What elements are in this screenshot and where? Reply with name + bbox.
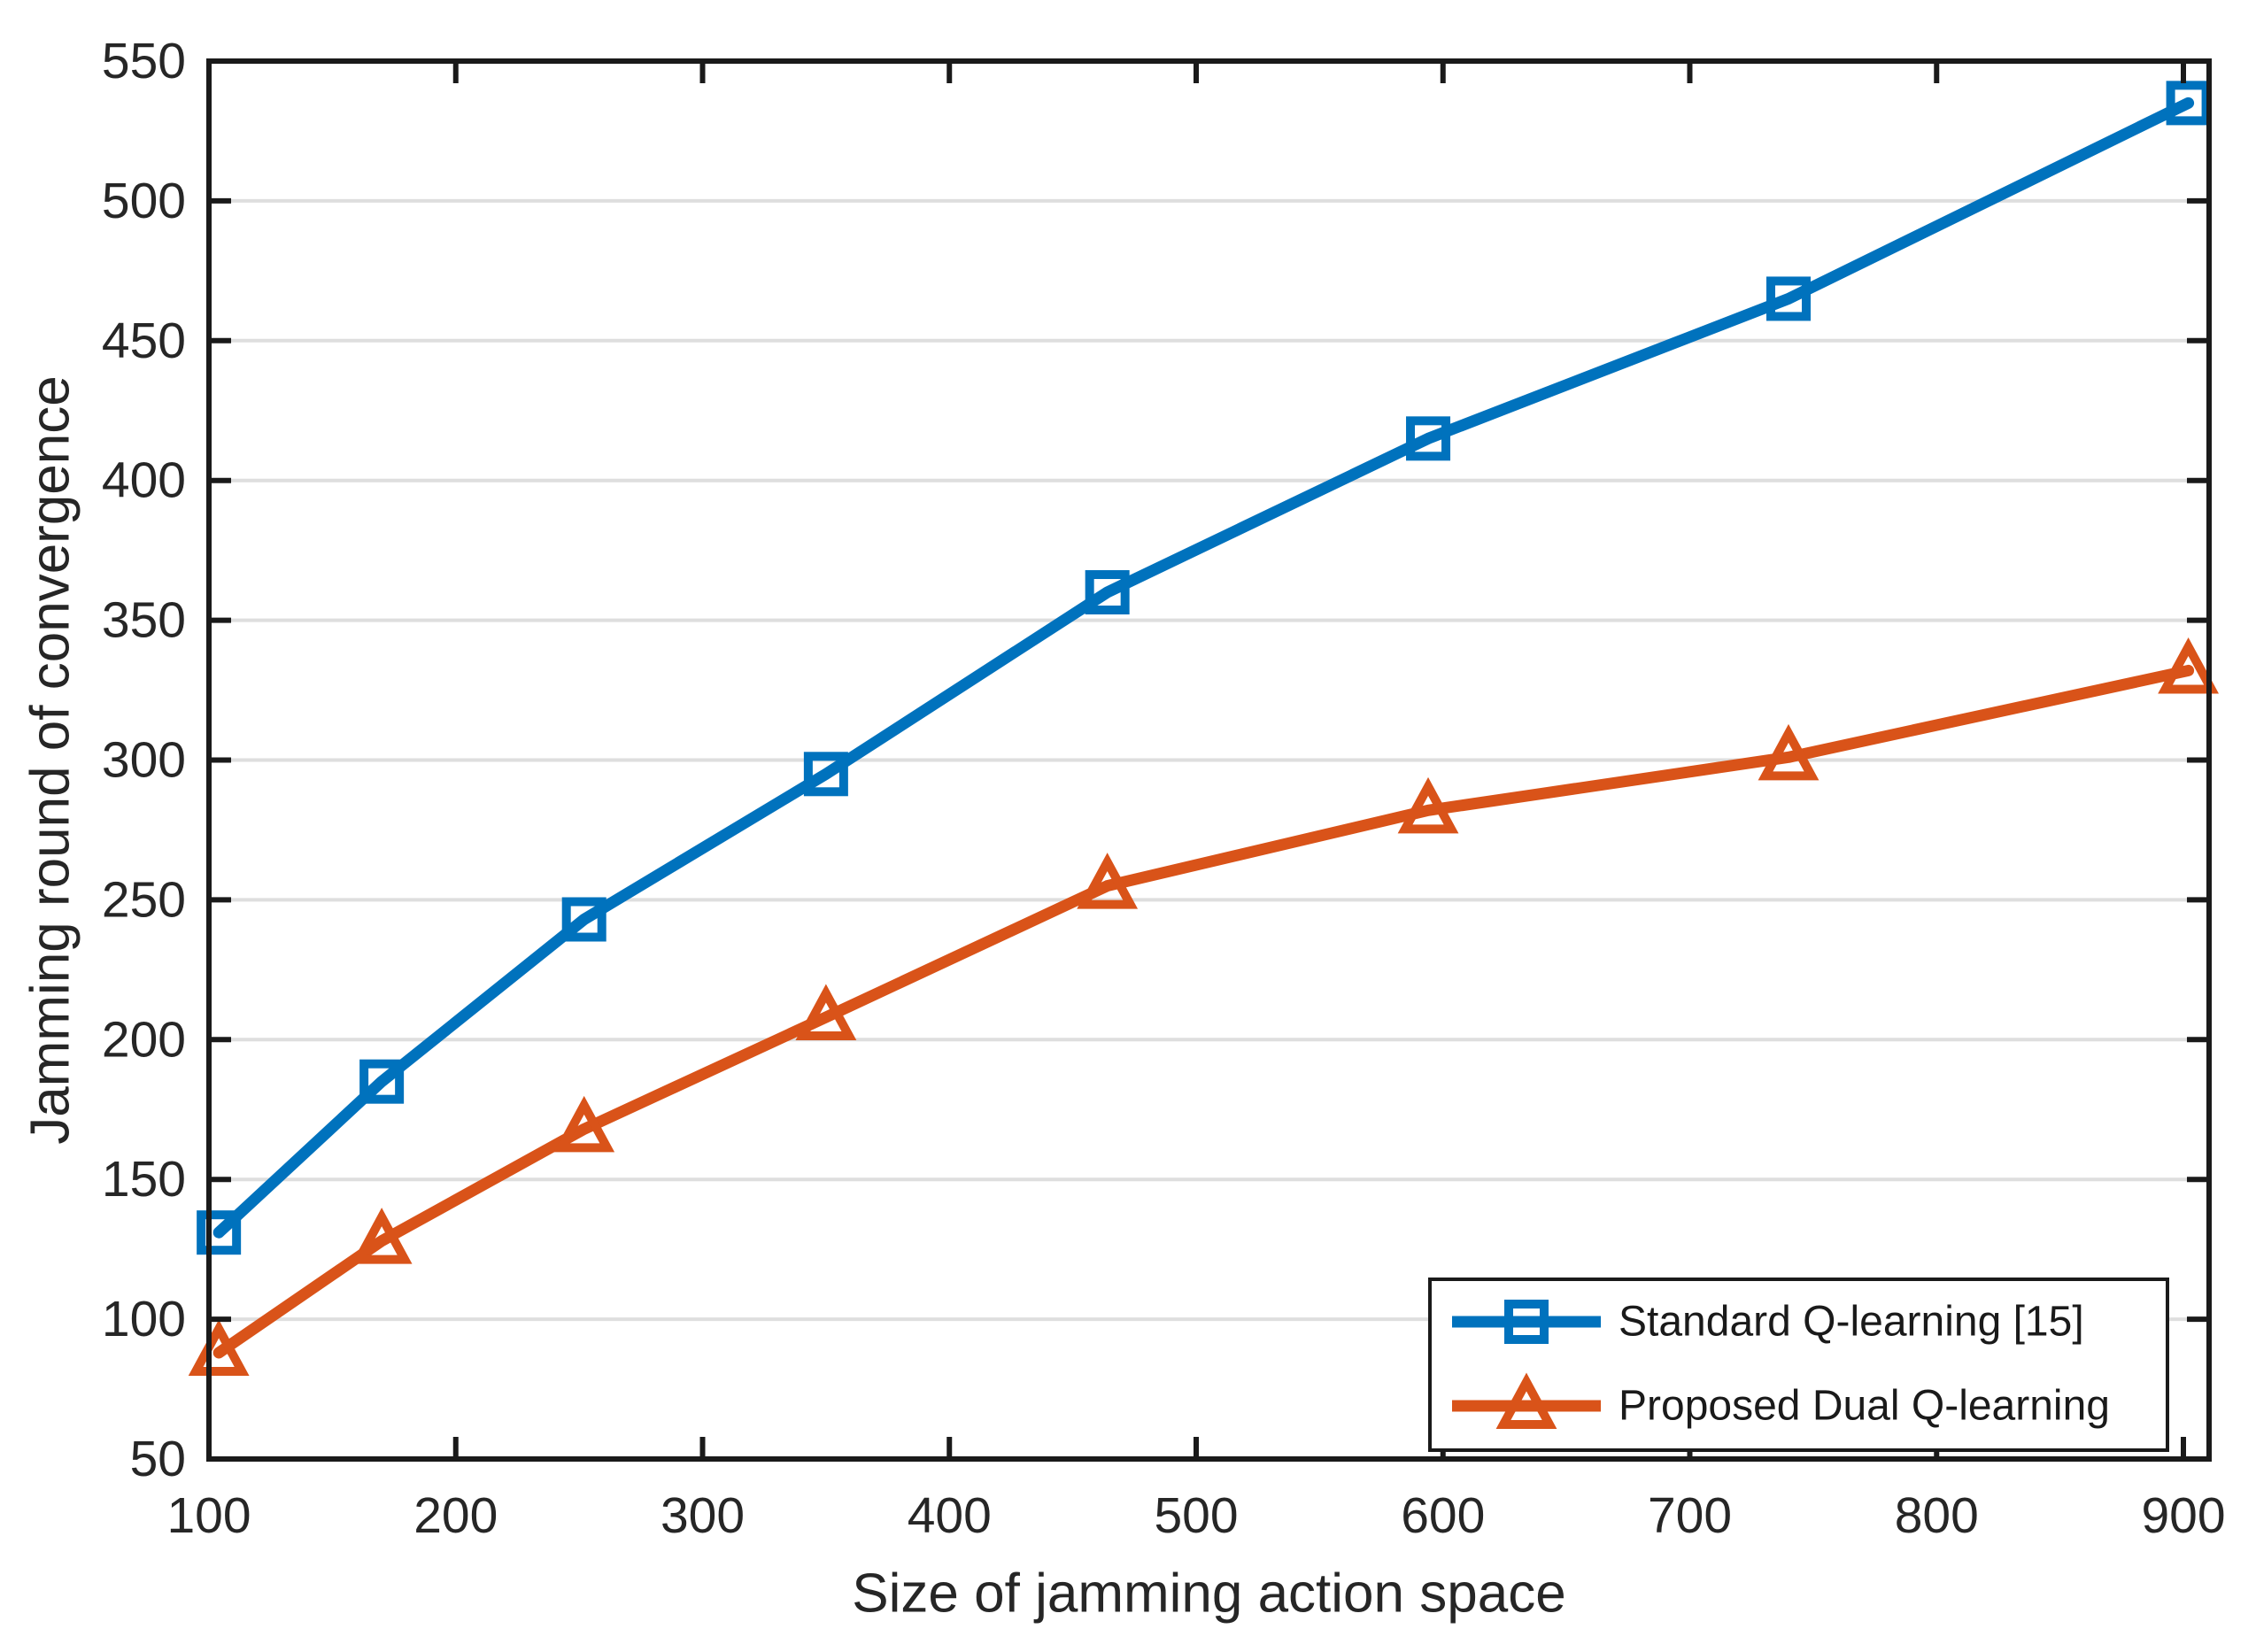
- square-marker: [1766, 276, 1812, 321]
- y-tick-label-100: 100: [102, 1291, 186, 1347]
- x-axis-label: Size of jamming action space: [852, 1563, 1565, 1625]
- series-proposed-dual-q-learning: [188, 637, 2219, 1376]
- triangle-marker: [351, 1208, 413, 1264]
- y-tick-label-150: 150: [102, 1151, 186, 1208]
- legend-triangle-marker: [1495, 1372, 1557, 1429]
- legend-entry-standard-q-learning: Standard Q-learning [15]: [1452, 1299, 2084, 1346]
- y-tick-label-550: 550: [102, 33, 186, 89]
- x-tick-label-800: 800: [1895, 1487, 1979, 1544]
- y-tick-label-300: 300: [102, 732, 186, 789]
- legend-square-marker: [1504, 1300, 1549, 1344]
- x-tick-label-300: 300: [661, 1487, 745, 1544]
- triangle-marker: [1077, 853, 1139, 909]
- x-tick-label-600: 600: [1401, 1487, 1485, 1544]
- y-tick-label-250: 250: [102, 871, 186, 928]
- x-tick-label-200: 200: [413, 1487, 498, 1544]
- y-tick-label-50: 50: [130, 1431, 186, 1487]
- triangle-marker: [2158, 637, 2219, 694]
- series-standard-q-learning: [197, 81, 2211, 1255]
- legend-entry-proposed-dual-q-learning: Proposed Dual Q-learning: [1452, 1372, 2110, 1430]
- y-tick-label-500: 500: [102, 173, 186, 229]
- y-tick-label-350: 350: [102, 592, 186, 649]
- series-line: [212, 96, 2195, 1239]
- legend-label: Proposed Dual Q-learning: [1619, 1383, 2110, 1430]
- x-tick-label-700: 700: [1648, 1487, 1732, 1544]
- series-line: [212, 664, 2195, 1359]
- legend: Standard Q-learning [15] Proposed Dual Q-…: [1428, 1278, 2169, 1452]
- x-tick-label-100: 100: [166, 1487, 251, 1544]
- square-marker: [1406, 416, 1451, 461]
- square-marker: [359, 1059, 405, 1104]
- square-marker: [803, 752, 848, 797]
- square-marker: [1085, 570, 1130, 615]
- x-tick-label-900: 900: [2141, 1487, 2225, 1544]
- x-tick-label-500: 500: [1154, 1487, 1238, 1544]
- triangle-marker: [795, 984, 857, 1041]
- square-marker: [2166, 81, 2211, 126]
- y-tick-label-450: 450: [102, 313, 186, 369]
- triangle-marker: [1758, 723, 1819, 781]
- triangle-marker: [553, 1095, 615, 1153]
- x-tick-label-400: 400: [908, 1487, 992, 1544]
- y-axis-label: Jamming round of convergence: [20, 375, 81, 1144]
- y-tick-label-400: 400: [102, 452, 186, 509]
- triangle-marker: [1397, 776, 1459, 834]
- square-marker: [197, 1210, 242, 1255]
- square-marker: [561, 897, 606, 942]
- legend-label: Standard Q-learning [15]: [1619, 1299, 2084, 1346]
- y-tick-label-200: 200: [102, 1011, 186, 1068]
